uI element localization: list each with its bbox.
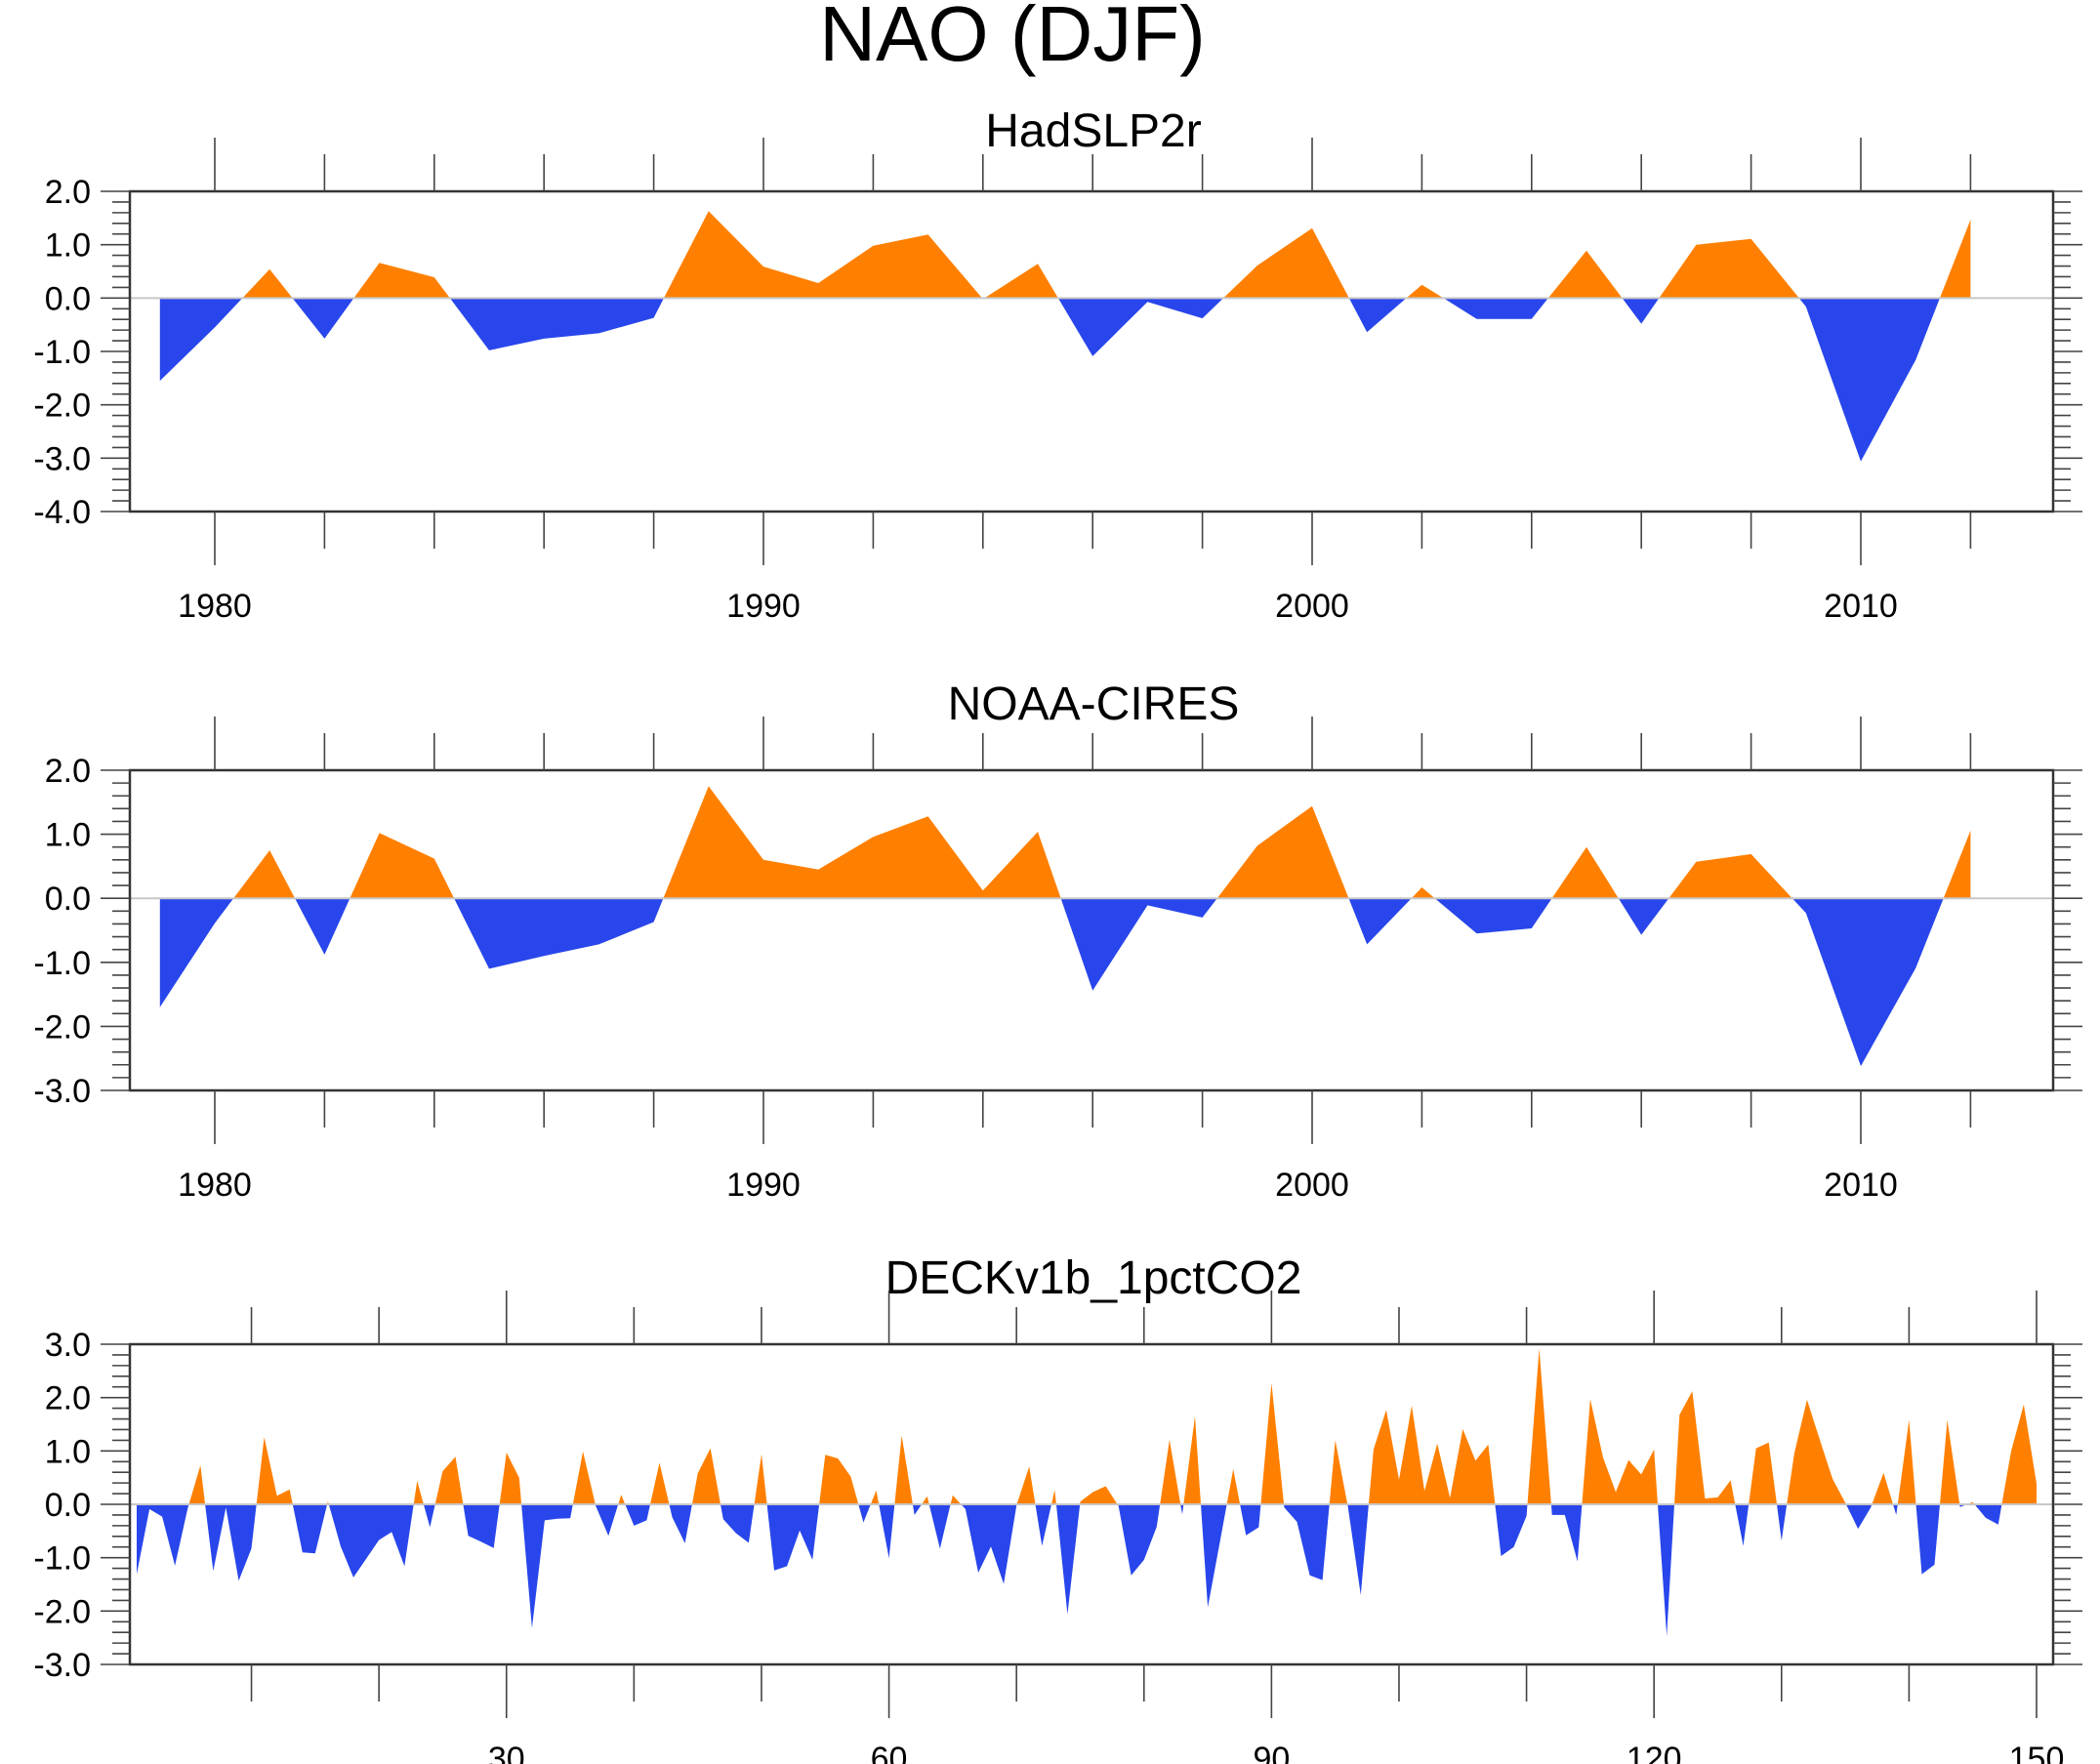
panel-title: HadSLP2r — [985, 105, 1201, 157]
y-tick-label: 0.0 — [45, 280, 91, 317]
y-tick-label: -1.0 — [33, 945, 91, 982]
y-tick-label: -4.0 — [33, 494, 91, 531]
panel-title: NOAA-CIRES — [948, 678, 1240, 730]
x-tick-label: 1990 — [726, 1167, 801, 1204]
y-tick-label: 1.0 — [45, 1433, 91, 1470]
x-tick-label: 2010 — [1824, 588, 1898, 625]
y-tick-label: 2.0 — [45, 753, 91, 790]
negative-area — [159, 298, 1940, 462]
y-tick-label: 2.0 — [45, 1380, 91, 1417]
positive-area — [233, 786, 1971, 899]
plot-frame — [128, 768, 2055, 1092]
y-tick-label: 0.0 — [45, 1487, 91, 1524]
panel-deckv1b-1pctco2: DECKv1b_1pctCO2 3.0 2.0 1.0 0.0 -1.0 -2.0 -3.0… — [33, 1252, 2082, 1764]
positive-area — [242, 211, 1971, 299]
x-tick-label: 2010 — [1824, 1167, 1898, 1204]
y-tick-label: -1.0 — [33, 334, 91, 371]
figure-title: NAO (DJF) — [819, 0, 1206, 77]
y-tick-label: -3.0 — [33, 1647, 91, 1684]
x-tick-label: 30 — [488, 1741, 525, 1764]
y-tick-label: -3.0 — [33, 1073, 91, 1110]
x-tick-label: 60 — [871, 1741, 908, 1764]
x-tick-label: 150 — [2009, 1741, 2065, 1764]
y-tick-label: -1.0 — [33, 1540, 91, 1578]
y-tick-label: -2.0 — [33, 388, 91, 425]
negative-area — [137, 1504, 2002, 1636]
y-tick-label: 1.0 — [45, 227, 91, 265]
x-tick-label: 90 — [1253, 1741, 1290, 1764]
x-tick-label: 1980 — [178, 1167, 252, 1204]
y-tick-label: 3.0 — [45, 1327, 91, 1364]
panel-title: DECKv1b_1pctCO2 — [885, 1252, 1302, 1304]
y-tick-label: 0.0 — [45, 881, 91, 918]
x-tick-label: 1980 — [178, 588, 252, 625]
y-tick-label: 1.0 — [45, 817, 91, 854]
y-tick-label: 2.0 — [45, 174, 91, 211]
x-tick-label: 2000 — [1275, 1167, 1349, 1204]
panel-noaa-cires: NOAA-CIRES 2.0 1.0 0.0 -1.0 -2.0 -3.0 1980 1990… — [33, 678, 2082, 1204]
y-tick-label: -2.0 — [33, 1008, 91, 1046]
positive-area — [188, 1348, 2037, 1504]
negative-area — [159, 898, 1944, 1067]
x-tick-label: 2000 — [1275, 588, 1349, 625]
y-tick-label: -3.0 — [33, 440, 91, 477]
panel-hadslp2r: HadSLP2r 2.0 1.0 0.0 -1.0 -2.0 -3.0 -4.0 1980 19… — [33, 105, 2082, 625]
x-tick-label: 120 — [1626, 1741, 1682, 1764]
y-tick-label: -2.0 — [33, 1593, 91, 1630]
x-tick-label: 1990 — [726, 588, 801, 625]
